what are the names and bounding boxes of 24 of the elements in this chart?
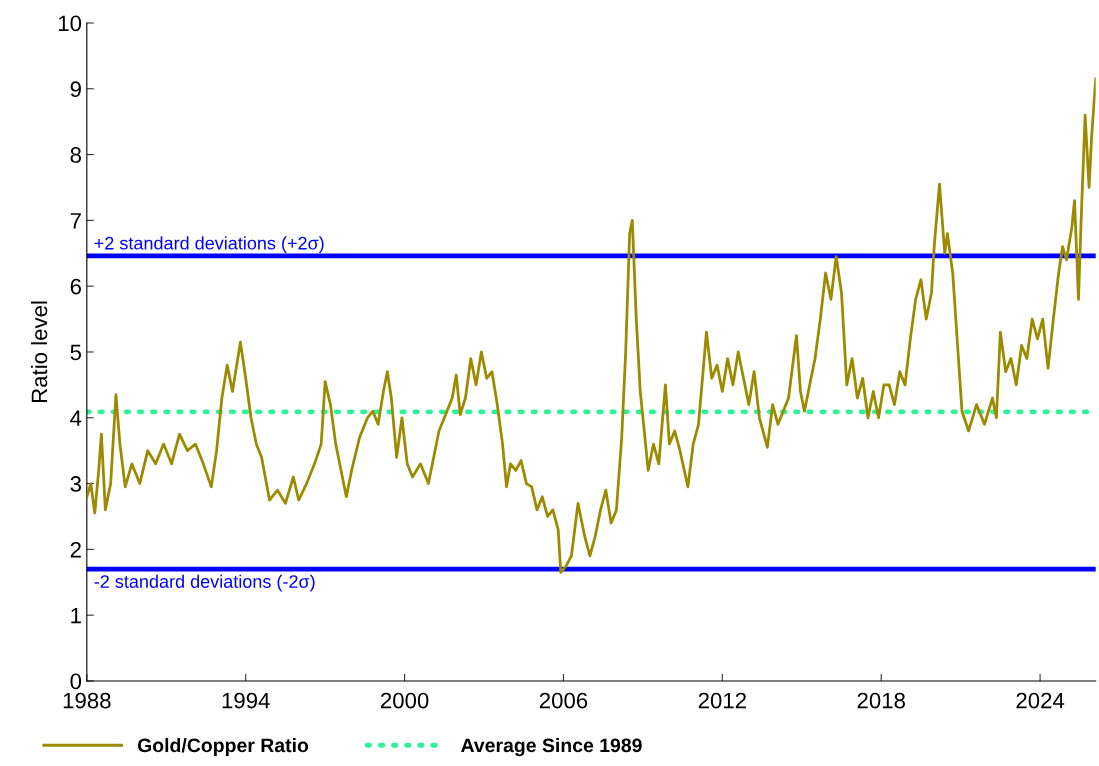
line-series <box>86 77 1096 574</box>
x-tick-label: 2018 <box>857 692 905 709</box>
legend-label: Gold/Copper Ratio <box>137 737 309 757</box>
x-tick-label: 2024 <box>1016 692 1065 709</box>
legend-label: Average Since 1989 <box>461 737 642 757</box>
y-tick-label: 9 <box>70 81 81 98</box>
x-tick-label: 2000 <box>380 692 429 709</box>
y-tick-label: 6 <box>70 278 81 295</box>
x-tick-label: 2006 <box>539 692 588 709</box>
y-tick-label: 7 <box>70 213 81 229</box>
x-tick-label: 1988 <box>63 692 111 709</box>
y-tick-label: 5 <box>70 344 82 361</box>
x-tick-label: 2012 <box>698 692 746 709</box>
ref-line-label: +2 standard deviations (+2σ) <box>94 236 324 254</box>
y-tick-label: 3 <box>70 476 81 492</box>
y-tick-label: 8 <box>70 147 81 163</box>
y-tick-label: 10 <box>58 15 82 32</box>
ref-line-label: -2 standard deviations (-2σ) <box>94 574 315 592</box>
y-tick-label: 1 <box>71 607 81 624</box>
y-tick-label: 2 <box>70 541 81 558</box>
y-tick-label: 4 <box>70 410 82 426</box>
y-tick-label: 0 <box>70 673 82 690</box>
x-tick-label: 1994 <box>222 692 270 709</box>
y-axis-title: Ratio level <box>30 301 48 403</box>
